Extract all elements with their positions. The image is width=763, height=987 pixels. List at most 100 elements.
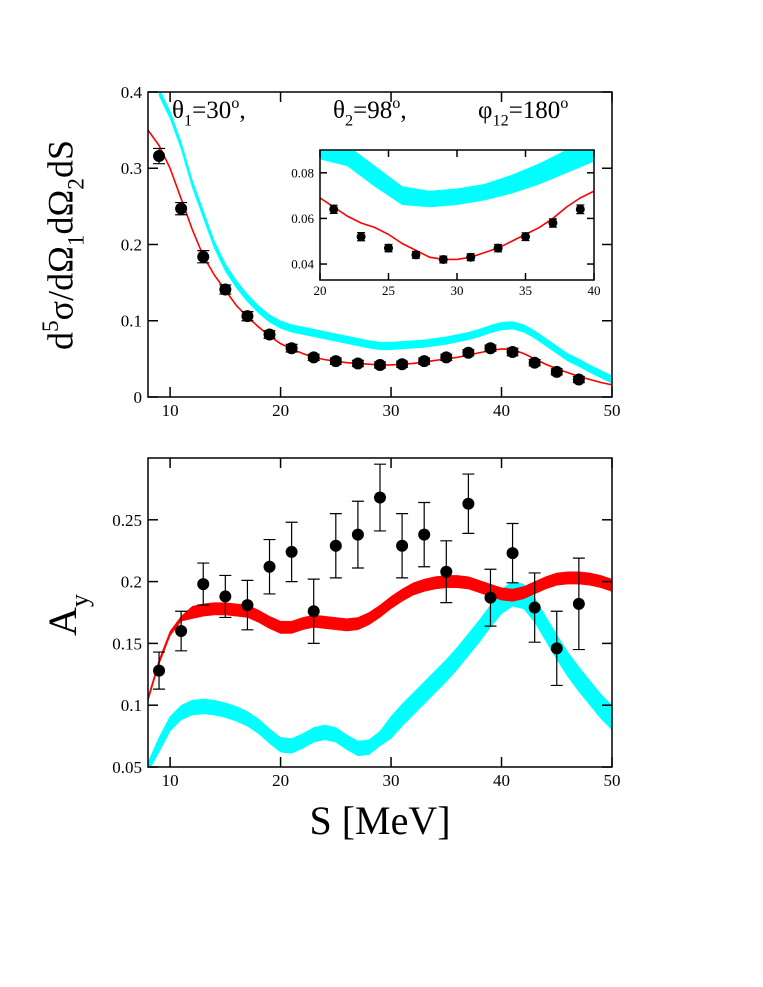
data-point (307, 605, 320, 618)
label-part: A (40, 607, 85, 636)
data-point (528, 356, 541, 369)
band (320, 150, 594, 208)
data-point (521, 232, 530, 242)
data-point (175, 202, 188, 215)
data-point (374, 358, 386, 371)
data-point (466, 252, 476, 262)
data-point (329, 204, 339, 214)
y-tick-label: 0.25 (112, 511, 142, 530)
label-part: o (560, 94, 568, 112)
data-point (241, 310, 254, 323)
x-tick-label: 35 (519, 283, 532, 298)
plot-area (148, 463, 612, 767)
data-point (175, 625, 188, 638)
data-point (241, 599, 254, 612)
y-tick-label: 0 (134, 388, 143, 407)
label-part: =180 (509, 97, 561, 124)
y-tick-label: 0.06 (291, 211, 314, 226)
x-tick-label: 20 (314, 283, 327, 298)
label-part: dS (41, 140, 81, 178)
data-point (550, 365, 563, 378)
data-point (329, 355, 342, 368)
data-point (329, 539, 342, 552)
x-tick-label: 25 (382, 283, 395, 298)
data-point (484, 591, 497, 604)
y-tick-label: 0.08 (291, 165, 314, 180)
data-point (153, 150, 166, 163)
data-point (462, 346, 475, 359)
data-point (351, 528, 364, 541)
plot-area (148, 92, 612, 386)
label-part: , (400, 97, 406, 124)
band (148, 571, 612, 702)
data-point (263, 560, 276, 573)
y-tick-label: 0.2 (121, 235, 142, 254)
y-tick-label: 0.4 (121, 83, 143, 102)
label-part: =98 (353, 97, 392, 124)
data-point (440, 565, 453, 578)
x-tick-label: 30 (451, 283, 464, 298)
label-part: d (41, 332, 81, 350)
data-point (153, 664, 166, 677)
data-point (396, 539, 409, 552)
x-tick-label: 10 (162, 401, 179, 420)
data-point (263, 328, 276, 341)
annotation: θ2=98o, (333, 94, 407, 130)
data-point (484, 342, 497, 355)
data-point (506, 547, 519, 560)
annotation: φ12=180o (478, 94, 568, 130)
label-part: σ/dΩ (41, 246, 81, 320)
y-tick-label: 0.3 (121, 159, 142, 178)
data-point (550, 642, 563, 655)
band (158, 92, 612, 384)
x-tick-label: 10 (162, 771, 179, 790)
label-part: 12 (492, 112, 508, 130)
label-part: θ (333, 97, 345, 124)
x-tick-label: 40 (493, 771, 510, 790)
label-part: φ (478, 97, 492, 124)
label-part: 2 (63, 178, 89, 190)
label-part: y (65, 594, 94, 607)
label-part: o (392, 94, 400, 112)
data-point (219, 283, 232, 296)
data-point (572, 373, 585, 386)
x-tick-label: 30 (383, 771, 400, 790)
label-part: 1 (184, 112, 192, 130)
label-part: dΩ (41, 190, 81, 235)
data-point (411, 250, 421, 260)
data-point (572, 597, 585, 610)
label-part: o (231, 94, 239, 112)
label-part: 5 (38, 320, 64, 332)
data-point (528, 601, 541, 614)
y-axis-label: Ay (40, 594, 94, 636)
data-point (384, 243, 393, 253)
label-part: , (239, 97, 245, 124)
data-point (575, 204, 585, 214)
data-point (462, 497, 475, 510)
x-tick-label: 20 (272, 771, 289, 790)
data-point (374, 491, 386, 504)
x-tick-label: 40 (493, 401, 510, 420)
x-tick-label: 40 (588, 283, 601, 298)
y-tick-label: 0.1 (121, 312, 142, 331)
data-point (356, 232, 366, 242)
x-tick-label: 20 (272, 401, 289, 420)
x-tick-label: 30 (383, 401, 400, 420)
y-axis-label: d5σ/dΩ1dΩ2dS (38, 140, 89, 350)
frame (147, 457, 613, 768)
y-tick-label: 0.05 (112, 758, 142, 777)
annotation: θ1=30o, (172, 94, 246, 130)
data-point (219, 590, 232, 603)
y-tick-label: 0.1 (121, 696, 142, 715)
data-point (351, 357, 364, 370)
data-point (506, 346, 519, 359)
data-point (285, 545, 298, 558)
x-tick-label: 50 (604, 401, 621, 420)
label-part: 2 (345, 112, 353, 130)
label-part: =30 (192, 97, 231, 124)
data-point (493, 243, 503, 253)
curve (320, 190, 594, 261)
y-tick-label: 0.2 (121, 573, 142, 592)
data-point (440, 351, 453, 364)
